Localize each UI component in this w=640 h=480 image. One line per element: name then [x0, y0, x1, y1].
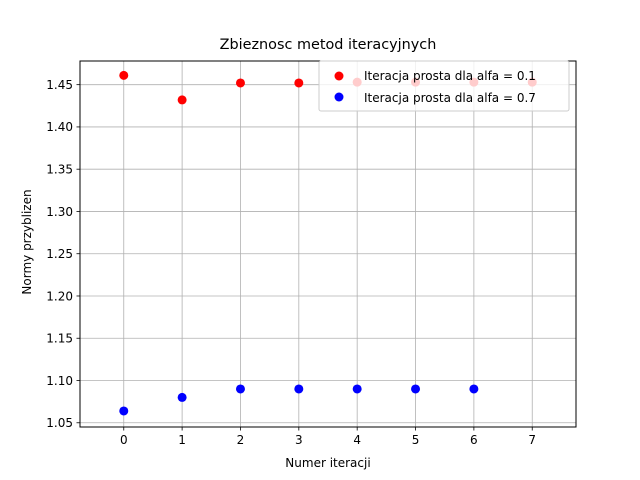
- x-tick-label: 0: [120, 433, 128, 447]
- data-point-series-2: [235, 384, 245, 394]
- data-point-series-2: [352, 384, 362, 394]
- y-tick-label: 1.05: [46, 416, 73, 430]
- legend-label-series-1: Iteracja prosta dla alfa = 0.1: [364, 69, 536, 83]
- chart-title: Zbieznosc metod iteracyjnych: [220, 37, 437, 53]
- legend-label-series-2: Iteracja prosta dla alfa = 0.7: [364, 91, 536, 105]
- data-point-series-1: [235, 78, 245, 88]
- y-tick-label: 1.45: [46, 78, 73, 92]
- data-point-series-2: [177, 392, 187, 402]
- data-point-series-1: [177, 95, 187, 105]
- legend-marker-series-1: [334, 71, 344, 81]
- legend-marker-series-2: [334, 92, 344, 102]
- y-axis-ticks: 1.05 1.10 1.15 1.20 1.25 1.30 1.35 1.40 1.45: [46, 78, 80, 430]
- legend-box: [318, 60, 570, 112]
- x-tick-label: 7: [528, 433, 536, 447]
- y-axis-label: Normy przyblizen: [20, 189, 34, 294]
- x-tick-label: 6: [470, 433, 478, 447]
- x-tick-label: 1: [178, 433, 186, 447]
- x-axis-ticks: 0 1 2 3 4 5 6 7: [120, 427, 536, 447]
- x-tick-label: 5: [412, 433, 420, 447]
- grid: [80, 61, 576, 427]
- x-tick-label: 4: [353, 433, 361, 447]
- x-tick-label: 2: [237, 433, 245, 447]
- y-tick-label: 1.40: [46, 120, 73, 134]
- data-point-series-2: [119, 406, 129, 416]
- y-tick-label: 1.35: [46, 162, 73, 176]
- x-axis-label: Numer iteracji: [285, 456, 370, 470]
- data-point-series-1: [294, 78, 304, 88]
- legend: Iteracja prosta dla alfa = 0.1 Iteracja …: [318, 60, 570, 112]
- data-point-series-2: [294, 384, 304, 394]
- y-tick-label: 1.10: [46, 374, 73, 388]
- x-tick-label: 3: [295, 433, 303, 447]
- data-point-series-1: [119, 70, 129, 80]
- y-tick-label: 1.20: [46, 289, 73, 303]
- data-point-series-2: [469, 384, 479, 394]
- y-tick-label: 1.25: [46, 247, 73, 261]
- y-tick-label: 1.15: [46, 332, 73, 346]
- data-point-series-2: [411, 384, 421, 394]
- y-tick-label: 1.30: [46, 205, 73, 219]
